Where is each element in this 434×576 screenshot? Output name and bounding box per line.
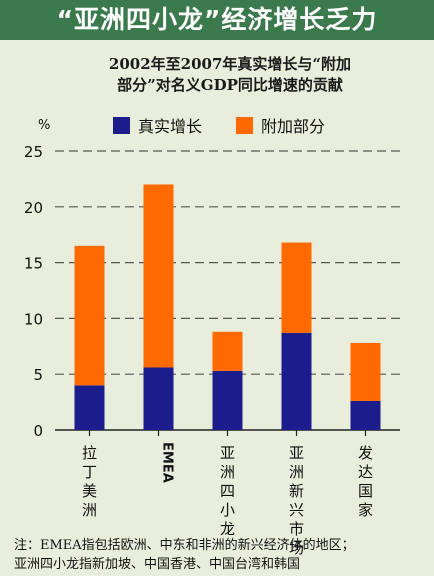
legend-swatch bbox=[236, 117, 253, 134]
bar-segment-additional bbox=[212, 331, 243, 371]
bar-segment-real-growth bbox=[212, 370, 243, 430]
legend-label: 附加部分 bbox=[261, 117, 325, 136]
bar-segment-additional bbox=[74, 245, 105, 386]
bar-segment-real-growth bbox=[143, 367, 174, 430]
footnote: 注：EMEA指包括欧洲、中东和非洲的新兴经济体的地区； 亚洲四小龙指新加坡、中国… bbox=[14, 536, 430, 574]
footnote-line-1: 注：EMEA指包括欧洲、中东和非洲的新兴经济体的地区； bbox=[14, 538, 355, 553]
footnote-line-2: 亚洲四小龙指新加坡、中国香港、中国台湾和韩国 bbox=[14, 557, 301, 572]
header-banner: “亚洲四小龙”经济增长乏力 bbox=[0, 0, 434, 40]
y-tick-label: 5 bbox=[33, 366, 43, 384]
bar-segment-additional bbox=[281, 242, 312, 333]
x-category-label: 亚洲四小龙 bbox=[220, 444, 235, 538]
chart-title: 2002年至2007年真实增长与“附加 部分”对名义GDP同比增速的贡献 bbox=[108, 55, 352, 94]
x-category-label: 拉丁美洲 bbox=[82, 444, 97, 519]
x-category-label: EMEA bbox=[160, 442, 175, 483]
legend-swatch bbox=[113, 117, 130, 134]
bar-segment-additional bbox=[143, 184, 174, 368]
bar-segment-real-growth bbox=[281, 332, 312, 430]
y-tick-label: 25 bbox=[24, 143, 43, 161]
y-tick-label: 10 bbox=[24, 310, 43, 328]
y-tick-label: 0 bbox=[33, 422, 43, 440]
header-title: “亚洲四小龙”经济增长乏力 bbox=[56, 5, 378, 34]
y-axis-label: % bbox=[38, 118, 50, 133]
legend-label: 真实增长 bbox=[138, 117, 202, 136]
y-tick-label: 20 bbox=[24, 199, 43, 217]
bar-segment-real-growth bbox=[74, 385, 105, 430]
x-category-label: 发达国家 bbox=[358, 444, 373, 519]
y-tick-label: 15 bbox=[24, 255, 43, 273]
x-category-label: 亚洲新兴市场 bbox=[289, 444, 304, 557]
bar-segment-real-growth bbox=[350, 400, 381, 430]
bar-segment-additional bbox=[350, 342, 381, 401]
